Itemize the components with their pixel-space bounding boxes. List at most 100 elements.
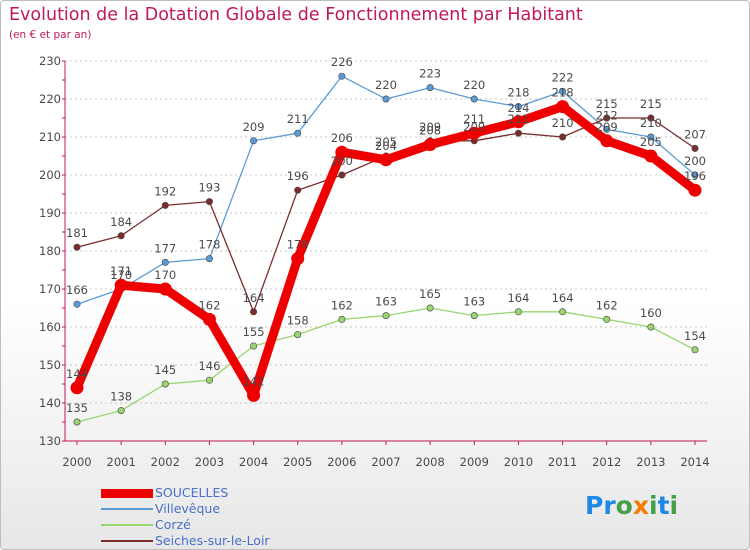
data-point xyxy=(691,171,699,179)
data-point xyxy=(73,300,81,308)
data-label: 163 xyxy=(375,295,397,309)
data-point xyxy=(688,183,702,197)
data-label: 164 xyxy=(507,291,529,305)
logo-letter: i xyxy=(669,491,679,520)
data-point xyxy=(559,87,567,95)
data-point xyxy=(514,308,522,316)
data-label: 222 xyxy=(552,70,574,84)
data-label: 211 xyxy=(287,112,309,126)
data-label: 211 xyxy=(507,112,529,126)
data-point xyxy=(379,153,393,167)
data-point xyxy=(467,126,481,140)
y-tick-label: 230 xyxy=(39,54,61,68)
legend-label: Seiches-sur-le-Loir xyxy=(155,533,270,548)
data-label: 215 xyxy=(640,97,662,111)
logo-letter: x xyxy=(632,491,649,520)
data-label: 158 xyxy=(287,314,309,328)
data-label: 223 xyxy=(419,67,441,81)
data-label: 138 xyxy=(110,390,132,404)
data-label: 210 xyxy=(552,116,574,130)
data-point xyxy=(470,312,478,320)
data-label: 177 xyxy=(154,241,176,255)
data-point xyxy=(73,418,81,426)
data-label: 135 xyxy=(66,401,88,415)
data-point xyxy=(470,95,478,103)
data-label: 155 xyxy=(243,325,265,339)
data-label: 170 xyxy=(154,268,176,282)
x-tick-label: 2010 xyxy=(504,455,533,469)
data-point xyxy=(647,133,655,141)
data-point xyxy=(338,315,346,323)
data-label: 164 xyxy=(552,291,574,305)
data-label: 160 xyxy=(640,306,662,320)
data-point xyxy=(603,114,611,122)
data-point xyxy=(117,407,125,415)
y-tick-label: 150 xyxy=(39,358,61,372)
data-label: 215 xyxy=(596,97,618,111)
data-label: 205 xyxy=(375,135,397,149)
logo-letter: i xyxy=(649,491,658,520)
data-label: 178 xyxy=(198,238,220,252)
x-tick-label: 2011 xyxy=(548,455,577,469)
data-point xyxy=(426,304,434,312)
data-label: 165 xyxy=(419,287,441,301)
data-label: 206 xyxy=(331,131,353,145)
y-tick-label: 140 xyxy=(39,396,61,410)
data-point xyxy=(73,243,81,251)
data-label: 162 xyxy=(198,298,220,312)
logo-letter: P xyxy=(585,491,604,520)
legend-swatch xyxy=(101,488,153,498)
data-label: 220 xyxy=(463,78,485,92)
data-point xyxy=(691,144,699,152)
data-label: 200 xyxy=(331,154,353,168)
logo-letter: o xyxy=(615,491,633,520)
data-point xyxy=(423,138,437,152)
data-label: 146 xyxy=(198,359,220,373)
x-tick-label: 2009 xyxy=(460,455,489,469)
y-tick-label: 130 xyxy=(39,434,61,448)
data-point xyxy=(250,137,258,145)
data-label: 207 xyxy=(684,127,706,141)
legend-swatch xyxy=(101,540,153,542)
data-label: 164 xyxy=(243,291,265,305)
data-label: 205 xyxy=(640,135,662,149)
x-tick-label: 2003 xyxy=(195,455,224,469)
x-tick-label: 2005 xyxy=(283,455,312,469)
data-point xyxy=(250,308,258,316)
data-label: 209 xyxy=(463,120,485,134)
data-point xyxy=(338,72,346,80)
data-point xyxy=(205,198,213,206)
data-point xyxy=(294,186,302,194)
data-label: 209 xyxy=(419,120,441,134)
data-label: 210 xyxy=(640,116,662,130)
x-tick-label: 2013 xyxy=(636,455,665,469)
chart-title: Evolution de la Dotation Globale de Fonc… xyxy=(9,5,583,25)
data-label: 220 xyxy=(375,78,397,92)
data-point xyxy=(556,100,570,114)
x-tick-label: 2007 xyxy=(371,455,400,469)
data-label: 163 xyxy=(463,295,485,309)
legend-swatch xyxy=(101,508,153,510)
data-point xyxy=(647,323,655,331)
data-point xyxy=(291,252,305,266)
data-point xyxy=(338,171,346,179)
x-tick-label: 2006 xyxy=(327,455,356,469)
data-point xyxy=(511,115,525,129)
data-point xyxy=(514,103,522,111)
data-point xyxy=(559,133,567,141)
x-tick-label: 2012 xyxy=(592,455,621,469)
data-point xyxy=(247,388,261,402)
data-point xyxy=(158,282,172,296)
data-point xyxy=(70,381,84,395)
data-point xyxy=(294,129,302,137)
data-point xyxy=(294,331,302,339)
data-point xyxy=(161,201,169,209)
data-label: 184 xyxy=(110,215,132,229)
data-label: 196 xyxy=(287,169,309,183)
x-tick-label: 2008 xyxy=(416,455,445,469)
x-tick-label: 2002 xyxy=(151,455,180,469)
data-label: 142 xyxy=(243,374,265,388)
y-tick-label: 200 xyxy=(39,168,61,182)
data-point xyxy=(335,145,349,159)
data-point xyxy=(205,376,213,384)
